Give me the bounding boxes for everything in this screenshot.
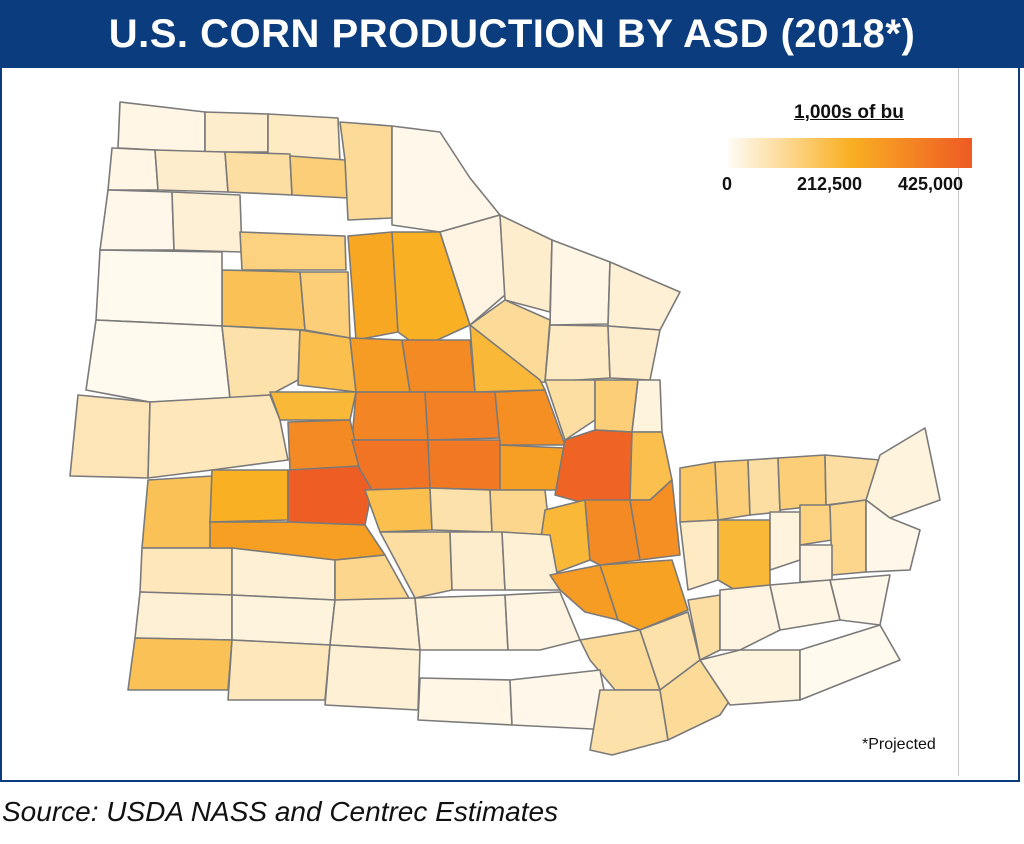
region-mn-1 xyxy=(347,231,399,341)
region-il-1 xyxy=(554,429,633,503)
region-ky-5 xyxy=(829,574,891,626)
region-il-4 xyxy=(584,499,641,566)
region-ky-4 xyxy=(769,579,841,631)
region-ne-3 xyxy=(209,469,289,523)
region-nd-7 xyxy=(289,155,349,199)
map-frame xyxy=(0,68,1020,782)
region-ia-8 xyxy=(427,439,501,491)
region-nd-4 xyxy=(107,147,159,191)
region-tn-4 xyxy=(799,624,901,701)
region-ok-3 xyxy=(324,644,421,711)
region-oh-1 xyxy=(777,454,827,511)
region-ar-1 xyxy=(417,677,513,726)
region-mo-6 xyxy=(501,531,561,591)
region-ne-core xyxy=(287,465,373,526)
region-in-6 xyxy=(717,519,771,591)
region-in-1 xyxy=(629,479,681,561)
legend-title: 1,000s of bu xyxy=(794,102,904,123)
region-mo-3 xyxy=(489,489,551,536)
region-co-2 xyxy=(147,394,289,479)
region-sd-5 xyxy=(297,329,357,393)
region-wi-6 xyxy=(544,324,611,383)
region-mo-9 xyxy=(504,591,581,651)
region-in-2 xyxy=(679,461,719,523)
region-co-1 xyxy=(69,394,151,479)
legend-mid-label: 212,500 xyxy=(797,174,863,194)
region-mo-5 xyxy=(449,531,506,591)
region-west-1 xyxy=(99,189,175,251)
region-west-2 xyxy=(171,191,243,253)
region-west-3 xyxy=(95,249,223,327)
region-nd-8 xyxy=(339,121,393,221)
region-oh-6 xyxy=(829,499,867,576)
region-il-5 xyxy=(549,564,619,621)
region-wi-2 xyxy=(499,214,553,313)
region-in-3 xyxy=(714,459,751,521)
region-mn-2 xyxy=(391,231,471,349)
region-in-4 xyxy=(747,457,781,516)
region-sd-3 xyxy=(299,271,351,339)
region-il-n2 xyxy=(631,379,663,433)
region-wi-7 xyxy=(607,325,661,381)
region-oh-5 xyxy=(799,504,833,546)
source-credit: Source: USDA NASS and Centrec Estimates xyxy=(2,796,559,827)
region-ky-3 xyxy=(719,584,781,651)
region-oh-3 xyxy=(865,427,941,519)
region-nd-2 xyxy=(204,111,269,153)
region-ia-2 xyxy=(401,339,476,393)
region-mo-4 xyxy=(379,531,453,599)
region-mo-1 xyxy=(364,487,433,533)
region-sd-1 xyxy=(239,231,347,271)
region-nd-6 xyxy=(224,151,293,196)
region-nd-1 xyxy=(117,101,206,153)
map-title: U.S. CORN PRODUCTION BY ASD (2018*) xyxy=(0,0,1024,68)
region-co-3 xyxy=(141,475,213,549)
region-sd-4 xyxy=(221,325,301,399)
region-il-6 xyxy=(599,559,689,631)
region-ks-5 xyxy=(231,594,336,646)
region-mo-8 xyxy=(414,594,509,651)
region-mo-7 xyxy=(329,597,421,651)
region-ok-1 xyxy=(127,637,233,691)
legend-min-label: 0 xyxy=(722,174,733,194)
region-ne-west xyxy=(85,319,231,403)
region-ia-5 xyxy=(424,391,501,441)
frame-divider-line xyxy=(958,68,959,776)
legend-color-bar xyxy=(728,138,972,168)
region-tn-1 xyxy=(589,689,669,756)
region-co-4 xyxy=(139,547,233,596)
region-oh-4 xyxy=(769,511,801,571)
region-wi-4 xyxy=(607,261,681,331)
region-mn-north xyxy=(391,125,501,233)
region-ia-1 xyxy=(349,337,411,393)
region-nd-5 xyxy=(154,149,229,193)
region-oh-8 xyxy=(799,544,833,583)
region-oh-7 xyxy=(865,499,921,573)
region-mo-2 xyxy=(429,487,493,533)
footnote-projected: *Projected xyxy=(862,736,936,753)
region-wi-3 xyxy=(549,239,611,326)
region-il-n1 xyxy=(594,379,639,433)
region-ks-4 xyxy=(134,591,233,641)
region-ia-4 xyxy=(351,391,429,441)
legend-max-label: 425,000 xyxy=(898,174,964,194)
region-in-5 xyxy=(679,519,719,591)
region-ok-2 xyxy=(227,639,331,701)
region-ne-1 xyxy=(269,391,357,421)
region-sd-2 xyxy=(221,269,306,331)
